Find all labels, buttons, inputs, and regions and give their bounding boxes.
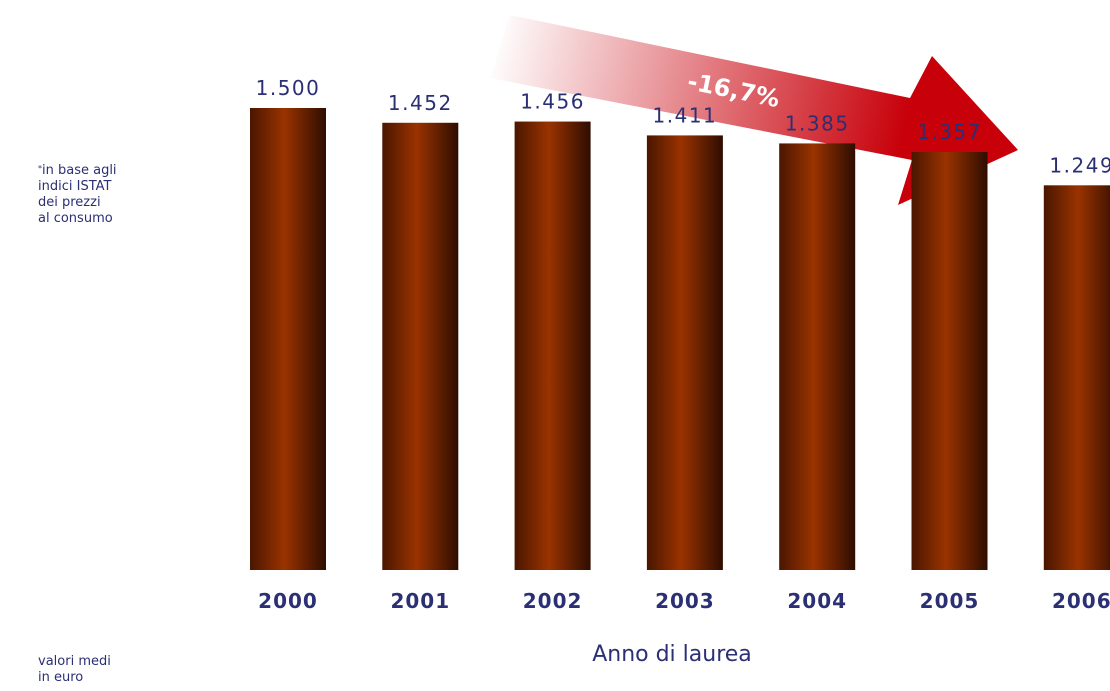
footnote-mark: * bbox=[38, 164, 42, 173]
bar-2003 bbox=[646, 135, 723, 571]
x-tick-2001: 2001 bbox=[390, 589, 450, 613]
value-label-2006: 1.249 bbox=[1049, 153, 1110, 177]
footnote: *in base agli indici ISTAT dei prezzi al… bbox=[38, 163, 117, 227]
value-label-2005: 1.357 bbox=[917, 120, 982, 144]
x-tick-2002: 2002 bbox=[523, 589, 583, 613]
bar-2002 bbox=[514, 121, 591, 570]
value-label-2000: 1.500 bbox=[256, 76, 321, 100]
x-axis-title: Anno di laurea bbox=[592, 642, 752, 667]
x-tick-2000: 2000 bbox=[258, 589, 318, 613]
trend-arrow-shape bbox=[490, 15, 1018, 205]
value-label-2002: 1.456 bbox=[520, 90, 585, 114]
bar-2001 bbox=[382, 122, 459, 570]
bar-2004 bbox=[779, 143, 856, 571]
trend-arrow: -16,7% bbox=[490, 15, 1018, 205]
value-label-2001: 1.452 bbox=[388, 91, 453, 115]
footnote-text: in base agli indici ISTAT dei prezzi al … bbox=[38, 163, 117, 226]
value-label-2003: 1.411 bbox=[653, 103, 718, 127]
value-labels-group: 1.500 1.452 1.456 1.411 1.385 1.357 1.249 bbox=[256, 76, 1110, 177]
x-tick-2004: 2004 bbox=[787, 589, 847, 613]
x-tick-2006: 2006 bbox=[1052, 589, 1110, 613]
value-label-2004: 1.385 bbox=[785, 111, 850, 135]
x-tick-2003: 2003 bbox=[655, 589, 715, 613]
bar-2006 bbox=[1043, 185, 1110, 571]
bars-group bbox=[250, 108, 1110, 571]
bar-2005 bbox=[911, 152, 988, 570]
x-tick-labels-group: 2000 2001 2002 2003 2004 2005 2006 bbox=[258, 589, 1110, 613]
bar-2000 bbox=[250, 108, 326, 570]
units-note: valori medi in euro bbox=[38, 654, 111, 685]
x-tick-2005: 2005 bbox=[920, 589, 980, 613]
